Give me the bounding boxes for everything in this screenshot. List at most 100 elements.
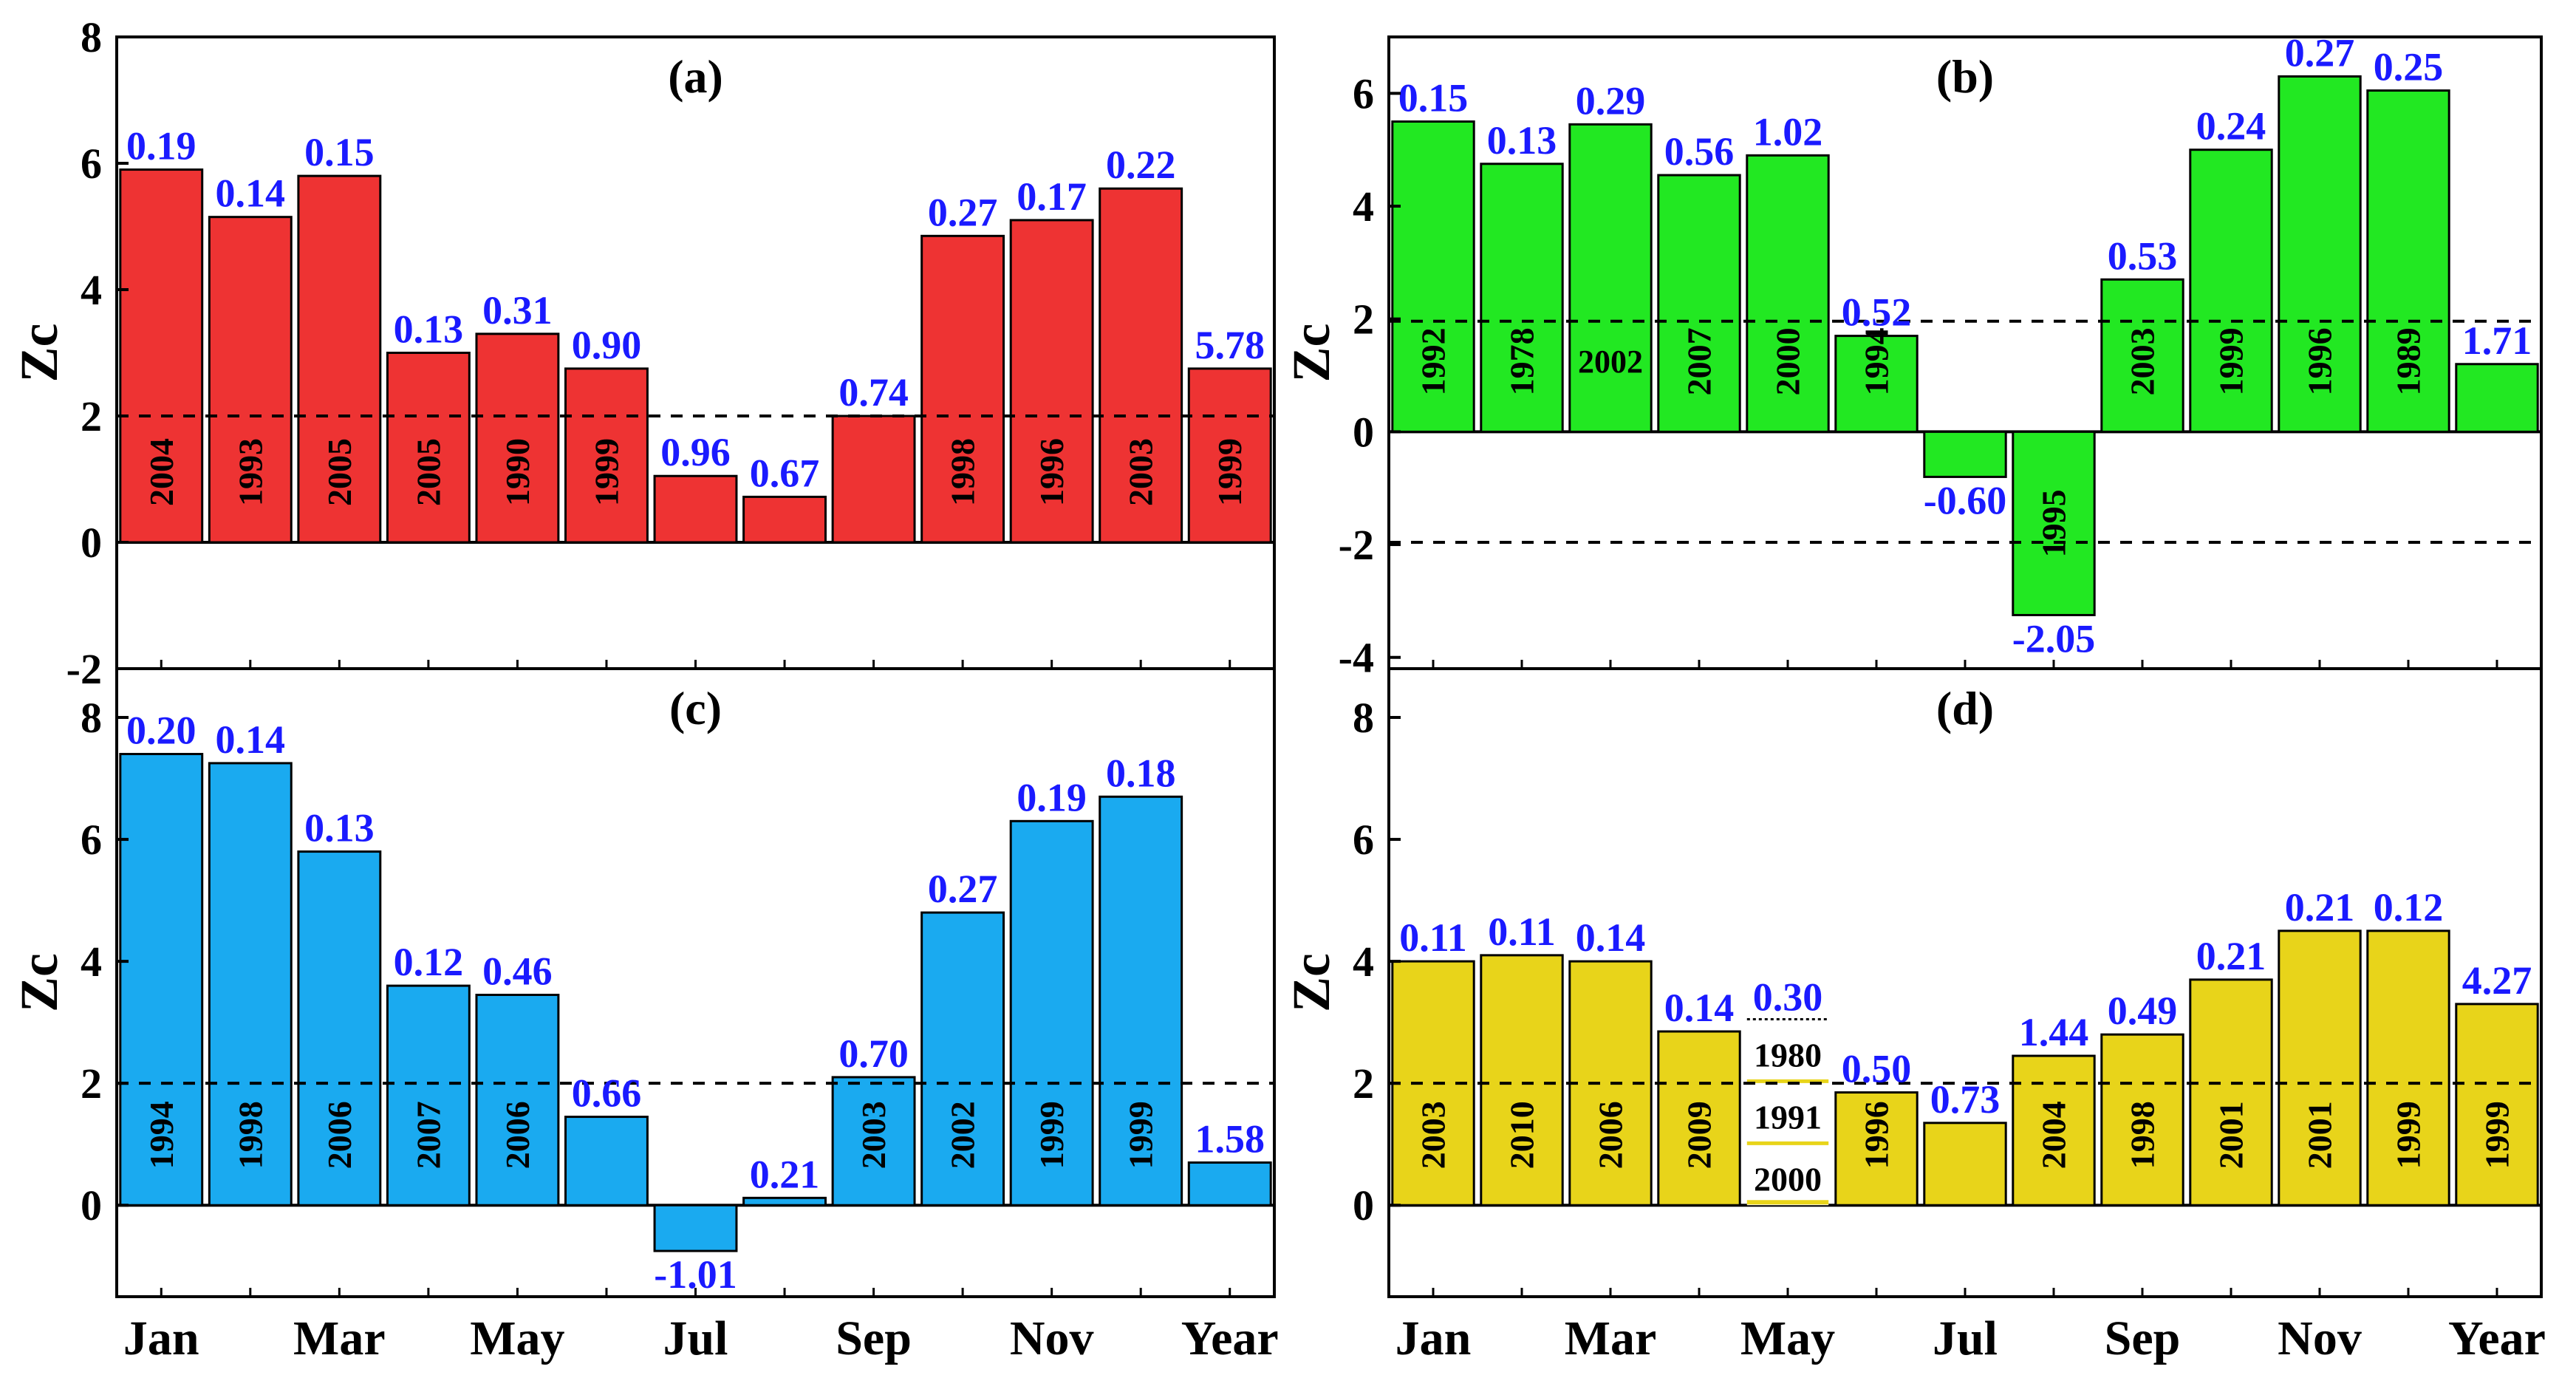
bar-feb xyxy=(1480,163,1564,433)
change-year-label: 2009 xyxy=(1681,1101,1718,1169)
value-label: 0.74 xyxy=(838,370,909,414)
bar-jul xyxy=(653,1204,738,1252)
value-label: 0.21 xyxy=(750,1152,820,1196)
value-label: 0.20 xyxy=(126,709,197,753)
change-year-label: 2002 xyxy=(1578,344,1643,380)
bar-aug xyxy=(742,1196,827,1207)
x-tick-label: Year xyxy=(1181,1311,1279,1365)
bar-jan xyxy=(119,168,204,544)
bar-aug xyxy=(2012,430,2096,616)
change-year-label: 1998 xyxy=(944,438,982,506)
change-year-label: 1994 xyxy=(1858,327,1896,395)
x-tick-label: Jul xyxy=(1933,1311,1998,1365)
bar-year xyxy=(1187,1161,1272,1207)
change-year-label: 2003 xyxy=(1122,438,1160,506)
bar-year xyxy=(2455,363,2539,433)
value-label: 0.52 xyxy=(1842,290,1912,335)
panel-label: (d) xyxy=(1936,682,1994,734)
bar-year xyxy=(1187,367,1272,544)
bar-dec xyxy=(2366,89,2450,433)
y-tick-label: 0 xyxy=(81,519,102,567)
change-year-label: 1989 xyxy=(2390,327,2428,395)
bar-dec xyxy=(2366,929,2450,1207)
value-label: 0.19 xyxy=(126,124,197,168)
change-year-label: 2004 xyxy=(2035,1101,2073,1169)
bar-oct xyxy=(920,234,1005,544)
change-year-label: 1999 xyxy=(2390,1101,2428,1169)
panel-b: 0.15 0.13 0.29 0.56 1.02 0.52 -0.60 -2.05 0.53 0.… xyxy=(1282,30,2543,682)
value-label: 0.19 xyxy=(1017,775,1087,819)
bar-jul xyxy=(1923,1122,2007,1207)
bar-mar xyxy=(1568,123,1653,433)
y-tick-label: 6 xyxy=(1353,69,1374,117)
bar-jun xyxy=(1834,335,1919,433)
x-tick-label: May xyxy=(470,1311,564,1365)
may-break-year: 1991 xyxy=(1754,1098,1822,1136)
bar-feb xyxy=(208,216,293,544)
value-label: 0.15 xyxy=(304,130,375,174)
may-break-box xyxy=(1746,1019,1829,1206)
value-label: 0.56 xyxy=(1664,129,1735,174)
value-label: 0.11 xyxy=(1488,910,1556,954)
value-label: -2.05 xyxy=(2012,616,2095,661)
change-year-label: 2006 xyxy=(1592,1101,1630,1169)
x-tick-label: Nov xyxy=(2278,1311,2362,1365)
value-label: 0.13 xyxy=(1487,118,1557,163)
x-tick-label: Year xyxy=(2448,1311,2546,1365)
y-tick-label: 2 xyxy=(1353,1060,1374,1108)
change-year-label: 2001 xyxy=(2213,1101,2250,1169)
y-tick-label: 2 xyxy=(81,392,102,440)
bar-aug xyxy=(742,495,827,544)
value-label: 5.78 xyxy=(1195,323,1265,367)
bar-jul xyxy=(653,474,738,544)
panel-label: (b) xyxy=(1936,50,1994,103)
change-year-label: 2005 xyxy=(321,438,358,506)
change-year-label: 1978 xyxy=(1503,327,1541,395)
y-tick-label: 6 xyxy=(1353,816,1374,864)
y-tick-label: 4 xyxy=(81,266,102,314)
value-label: 0.18 xyxy=(1106,751,1176,795)
x-tick-label: May xyxy=(1740,1311,1835,1365)
change-year-label: 2003 xyxy=(855,1101,892,1169)
change-year-label: 2002 xyxy=(944,1101,982,1169)
value-label: 1.71 xyxy=(2462,318,2532,363)
panel-c: 0.20 0.140.130.12 0.460.66-1.010.210.700.2… xyxy=(10,667,1279,1365)
y-tick-label: 6 xyxy=(81,140,102,188)
change-year-label: 1992 xyxy=(1415,327,1452,395)
bar-sep xyxy=(831,414,916,544)
value-label: 1.02 xyxy=(1753,109,1823,154)
value-label: 0.46 xyxy=(482,949,553,994)
value-label: 0.22 xyxy=(1106,143,1176,187)
value-label: 0.50 xyxy=(1842,1047,1912,1091)
bar-may xyxy=(1746,154,1830,433)
value-label: 0.14 xyxy=(1664,986,1735,1030)
bar-nov xyxy=(1009,219,1094,544)
bar-year xyxy=(2455,1003,2539,1207)
y-tick-label: 4 xyxy=(1353,938,1374,986)
change-year-label: 2010 xyxy=(1503,1101,1541,1169)
bar-nov xyxy=(2278,929,2362,1207)
y-tick-label: 2 xyxy=(81,1060,102,1108)
x-tick-label: Nov xyxy=(1010,1311,1094,1365)
change-year-label: 2001 xyxy=(2301,1101,2339,1169)
value-label: 0.17 xyxy=(1017,174,1087,219)
x-tick-label: Sep xyxy=(2105,1311,2181,1365)
bar-jul xyxy=(1923,430,2007,478)
bar-oct xyxy=(920,911,1005,1207)
y-axis-label: Zc xyxy=(1282,953,1341,1012)
value-label: 0.21 xyxy=(2196,934,2266,978)
y-tick-label: 4 xyxy=(1353,182,1374,231)
bar-nov xyxy=(1009,819,1094,1207)
y-tick-label: 2 xyxy=(1353,296,1374,344)
y-axis-label: Zc xyxy=(10,953,69,1012)
panel-a: 0.19 0.14 0.15 0.13 0.31 0.90 0.96 0.67 0.74 0.27… xyxy=(10,13,1276,693)
y-tick-label: 0 xyxy=(1353,1181,1374,1229)
value-label: 0.53 xyxy=(2108,233,2178,278)
value-label: 0.27 xyxy=(2285,30,2355,75)
bar-jan xyxy=(119,753,204,1207)
bar-may xyxy=(475,332,560,544)
value-label: 1.58 xyxy=(1195,1116,1265,1161)
change-year-label: 1996 xyxy=(2301,327,2339,395)
panel-label: (a) xyxy=(668,50,723,103)
change-year-label: 1999 xyxy=(587,438,625,506)
